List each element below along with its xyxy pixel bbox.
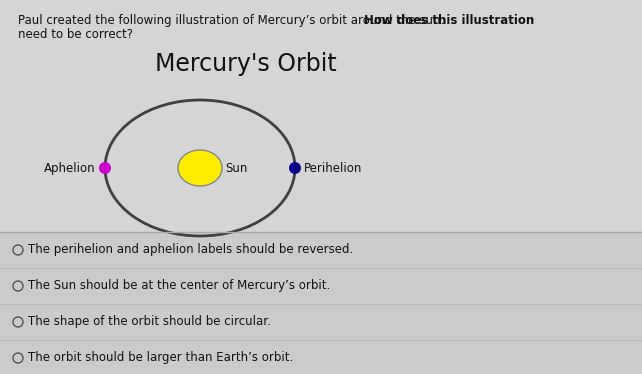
Circle shape: [99, 162, 111, 174]
Text: The shape of the orbit should be circular.: The shape of the orbit should be circula…: [28, 316, 271, 328]
Text: Aphelion: Aphelion: [44, 162, 96, 175]
Text: Sun: Sun: [225, 162, 247, 175]
Text: The perihelion and aphelion labels should be reversed.: The perihelion and aphelion labels shoul…: [28, 243, 353, 257]
Text: Mercury's Orbit: Mercury's Orbit: [155, 52, 337, 76]
Text: The orbit should be larger than Earth’s orbit.: The orbit should be larger than Earth’s …: [28, 352, 293, 365]
Bar: [0, 232, 642, 374]
Circle shape: [289, 162, 301, 174]
Text: Perihelion: Perihelion: [304, 162, 362, 175]
Ellipse shape: [178, 150, 222, 186]
Bar: [0, 0, 642, 232]
Text: Paul created the following illustration of Mercury’s orbit around the sun.: Paul created the following illustration …: [18, 14, 448, 27]
Text: need to be correct?: need to be correct?: [18, 28, 133, 41]
Text: The Sun should be at the center of Mercury’s orbit.: The Sun should be at the center of Mercu…: [28, 279, 330, 292]
Text: How does this illustration: How does this illustration: [365, 14, 535, 27]
